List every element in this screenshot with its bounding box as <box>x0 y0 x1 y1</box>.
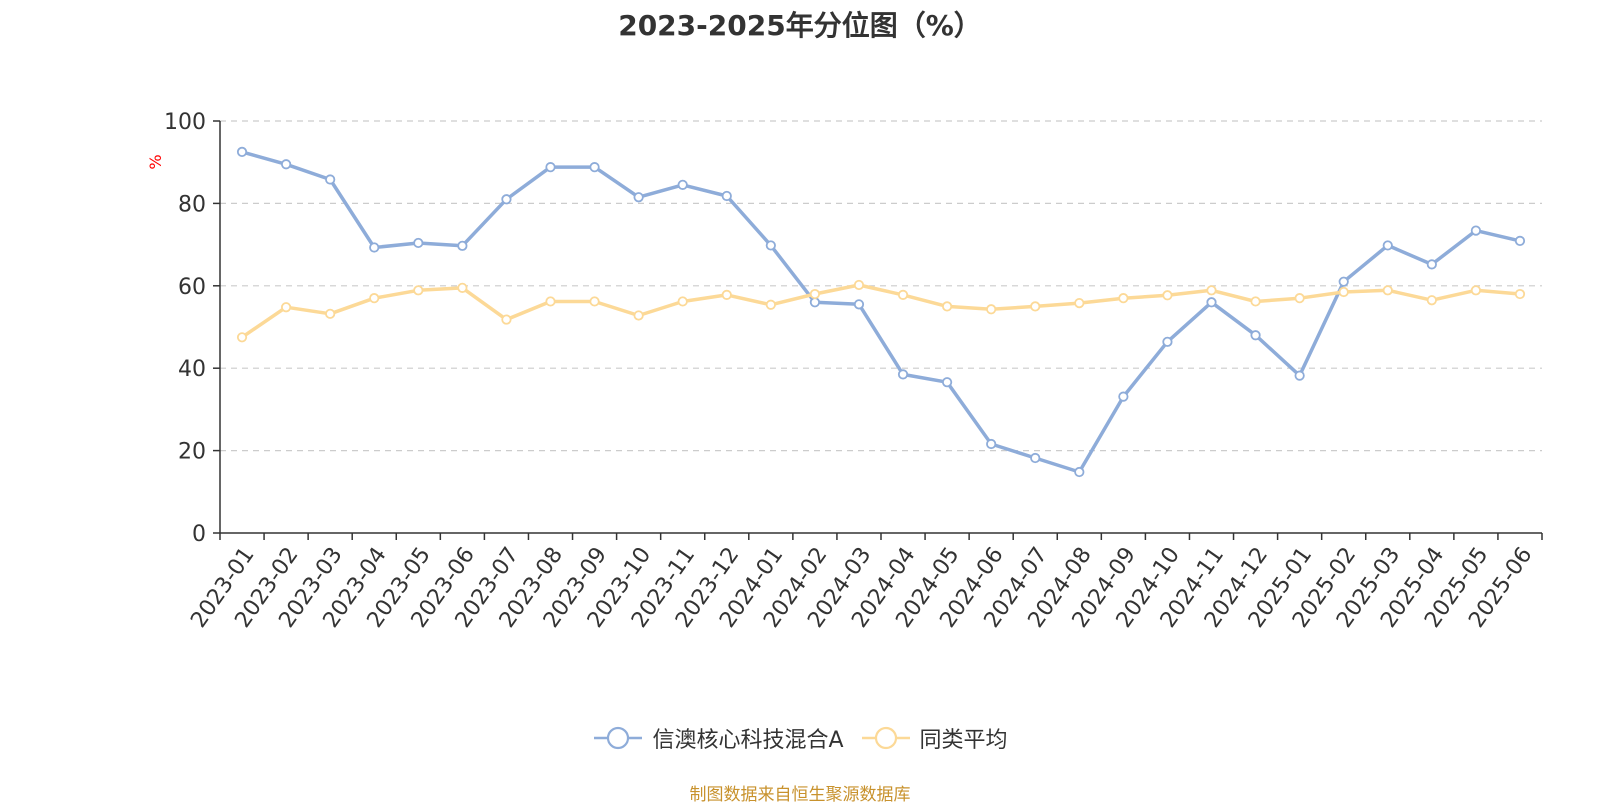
series-2-point <box>236 332 248 343</box>
legend-item-2[interactable]: 同类平均 <box>860 722 1008 754</box>
series-2-point <box>809 288 821 300</box>
series-2-point <box>501 314 512 325</box>
series-2-point <box>369 293 380 304</box>
series-line-1 <box>241 150 1521 474</box>
legend-swatch-icon <box>594 726 643 750</box>
series-1-point <box>677 179 688 190</box>
legend-swatch-icon <box>861 726 910 750</box>
series-1-point <box>545 162 556 173</box>
legend-swatch-marker <box>607 726 630 750</box>
series-1-point <box>1338 276 1349 287</box>
series-2-point <box>545 296 556 307</box>
series-line-2 <box>241 283 1521 339</box>
series-2-point <box>1118 293 1129 304</box>
series-2-point <box>457 282 468 293</box>
series-2-point <box>1426 295 1437 306</box>
series-1-point <box>1118 391 1129 402</box>
series-1-point <box>589 162 600 173</box>
series-2-point <box>413 285 424 296</box>
series-2-point <box>1030 301 1041 312</box>
legend: 信澳核心科技混合A 同类平均 <box>0 722 1600 757</box>
series-2-point <box>677 296 688 307</box>
series-2-point <box>633 310 644 321</box>
series-1-point <box>1514 235 1526 246</box>
series-1-point <box>1206 297 1217 308</box>
series-1-point <box>986 438 997 450</box>
series-1-point <box>721 190 732 202</box>
y-tick-label: 0 <box>192 522 206 547</box>
y-tick-label: 100 <box>164 110 206 135</box>
series-2-point <box>325 308 336 319</box>
series-2-point <box>1162 290 1173 301</box>
series-2-point <box>1074 298 1085 309</box>
series-1-point <box>1250 330 1261 341</box>
series-1-point <box>1030 452 1041 464</box>
series-1-point <box>1470 225 1482 236</box>
series-1-point <box>1074 466 1085 478</box>
series-1-point <box>853 299 865 310</box>
series-1-point <box>1162 336 1173 347</box>
series-1-point <box>809 297 821 308</box>
series-1-point <box>1294 370 1305 381</box>
y-tick-label: 60 <box>178 275 206 300</box>
y-tick-label: 80 <box>178 192 206 217</box>
series-2-point <box>1250 296 1261 307</box>
y-tick-label: 20 <box>178 440 206 465</box>
series-2-point <box>721 289 732 300</box>
series-2-point <box>1338 286 1349 298</box>
series-2-point <box>853 279 865 291</box>
series-2-point <box>1514 288 1526 300</box>
series-1-point <box>1382 240 1393 251</box>
legend-label: 信澳核心科技混合A <box>652 728 844 753</box>
series-1-point <box>765 240 776 251</box>
series-1-point <box>325 174 336 185</box>
series-1-point <box>897 369 909 380</box>
series-1-point <box>941 377 953 388</box>
series-2-point <box>1382 285 1393 296</box>
series-2-point <box>1470 285 1482 296</box>
series-1-point <box>413 237 424 249</box>
series-1-point <box>457 240 468 251</box>
series-2-point <box>589 296 600 307</box>
source-note: 制图数据来自恒生聚源数据库 <box>689 785 911 805</box>
series-2-point <box>1294 293 1305 304</box>
series-1-point <box>633 192 644 203</box>
series-2-point <box>280 302 292 313</box>
y-tick-label: 40 <box>178 357 206 382</box>
series-1-point <box>501 194 512 205</box>
y-axis-label: % <box>146 154 165 169</box>
series-2-point <box>1206 285 1217 296</box>
legend-item-1[interactable]: 信澳核心科技混合A <box>592 722 844 754</box>
legend-label: 同类平均 <box>919 728 1008 753</box>
series-2-point <box>986 304 997 315</box>
series-1-point <box>1426 259 1437 270</box>
chart-title: 2023-2025年分位图（%） <box>618 9 982 42</box>
series-2-point <box>897 289 909 300</box>
legend-swatch-marker <box>874 726 897 750</box>
series-2-point <box>765 299 776 310</box>
series-2-point <box>941 301 953 312</box>
series-1-point <box>280 159 292 170</box>
series-1-point <box>236 146 248 157</box>
series-1-point <box>369 242 380 253</box>
